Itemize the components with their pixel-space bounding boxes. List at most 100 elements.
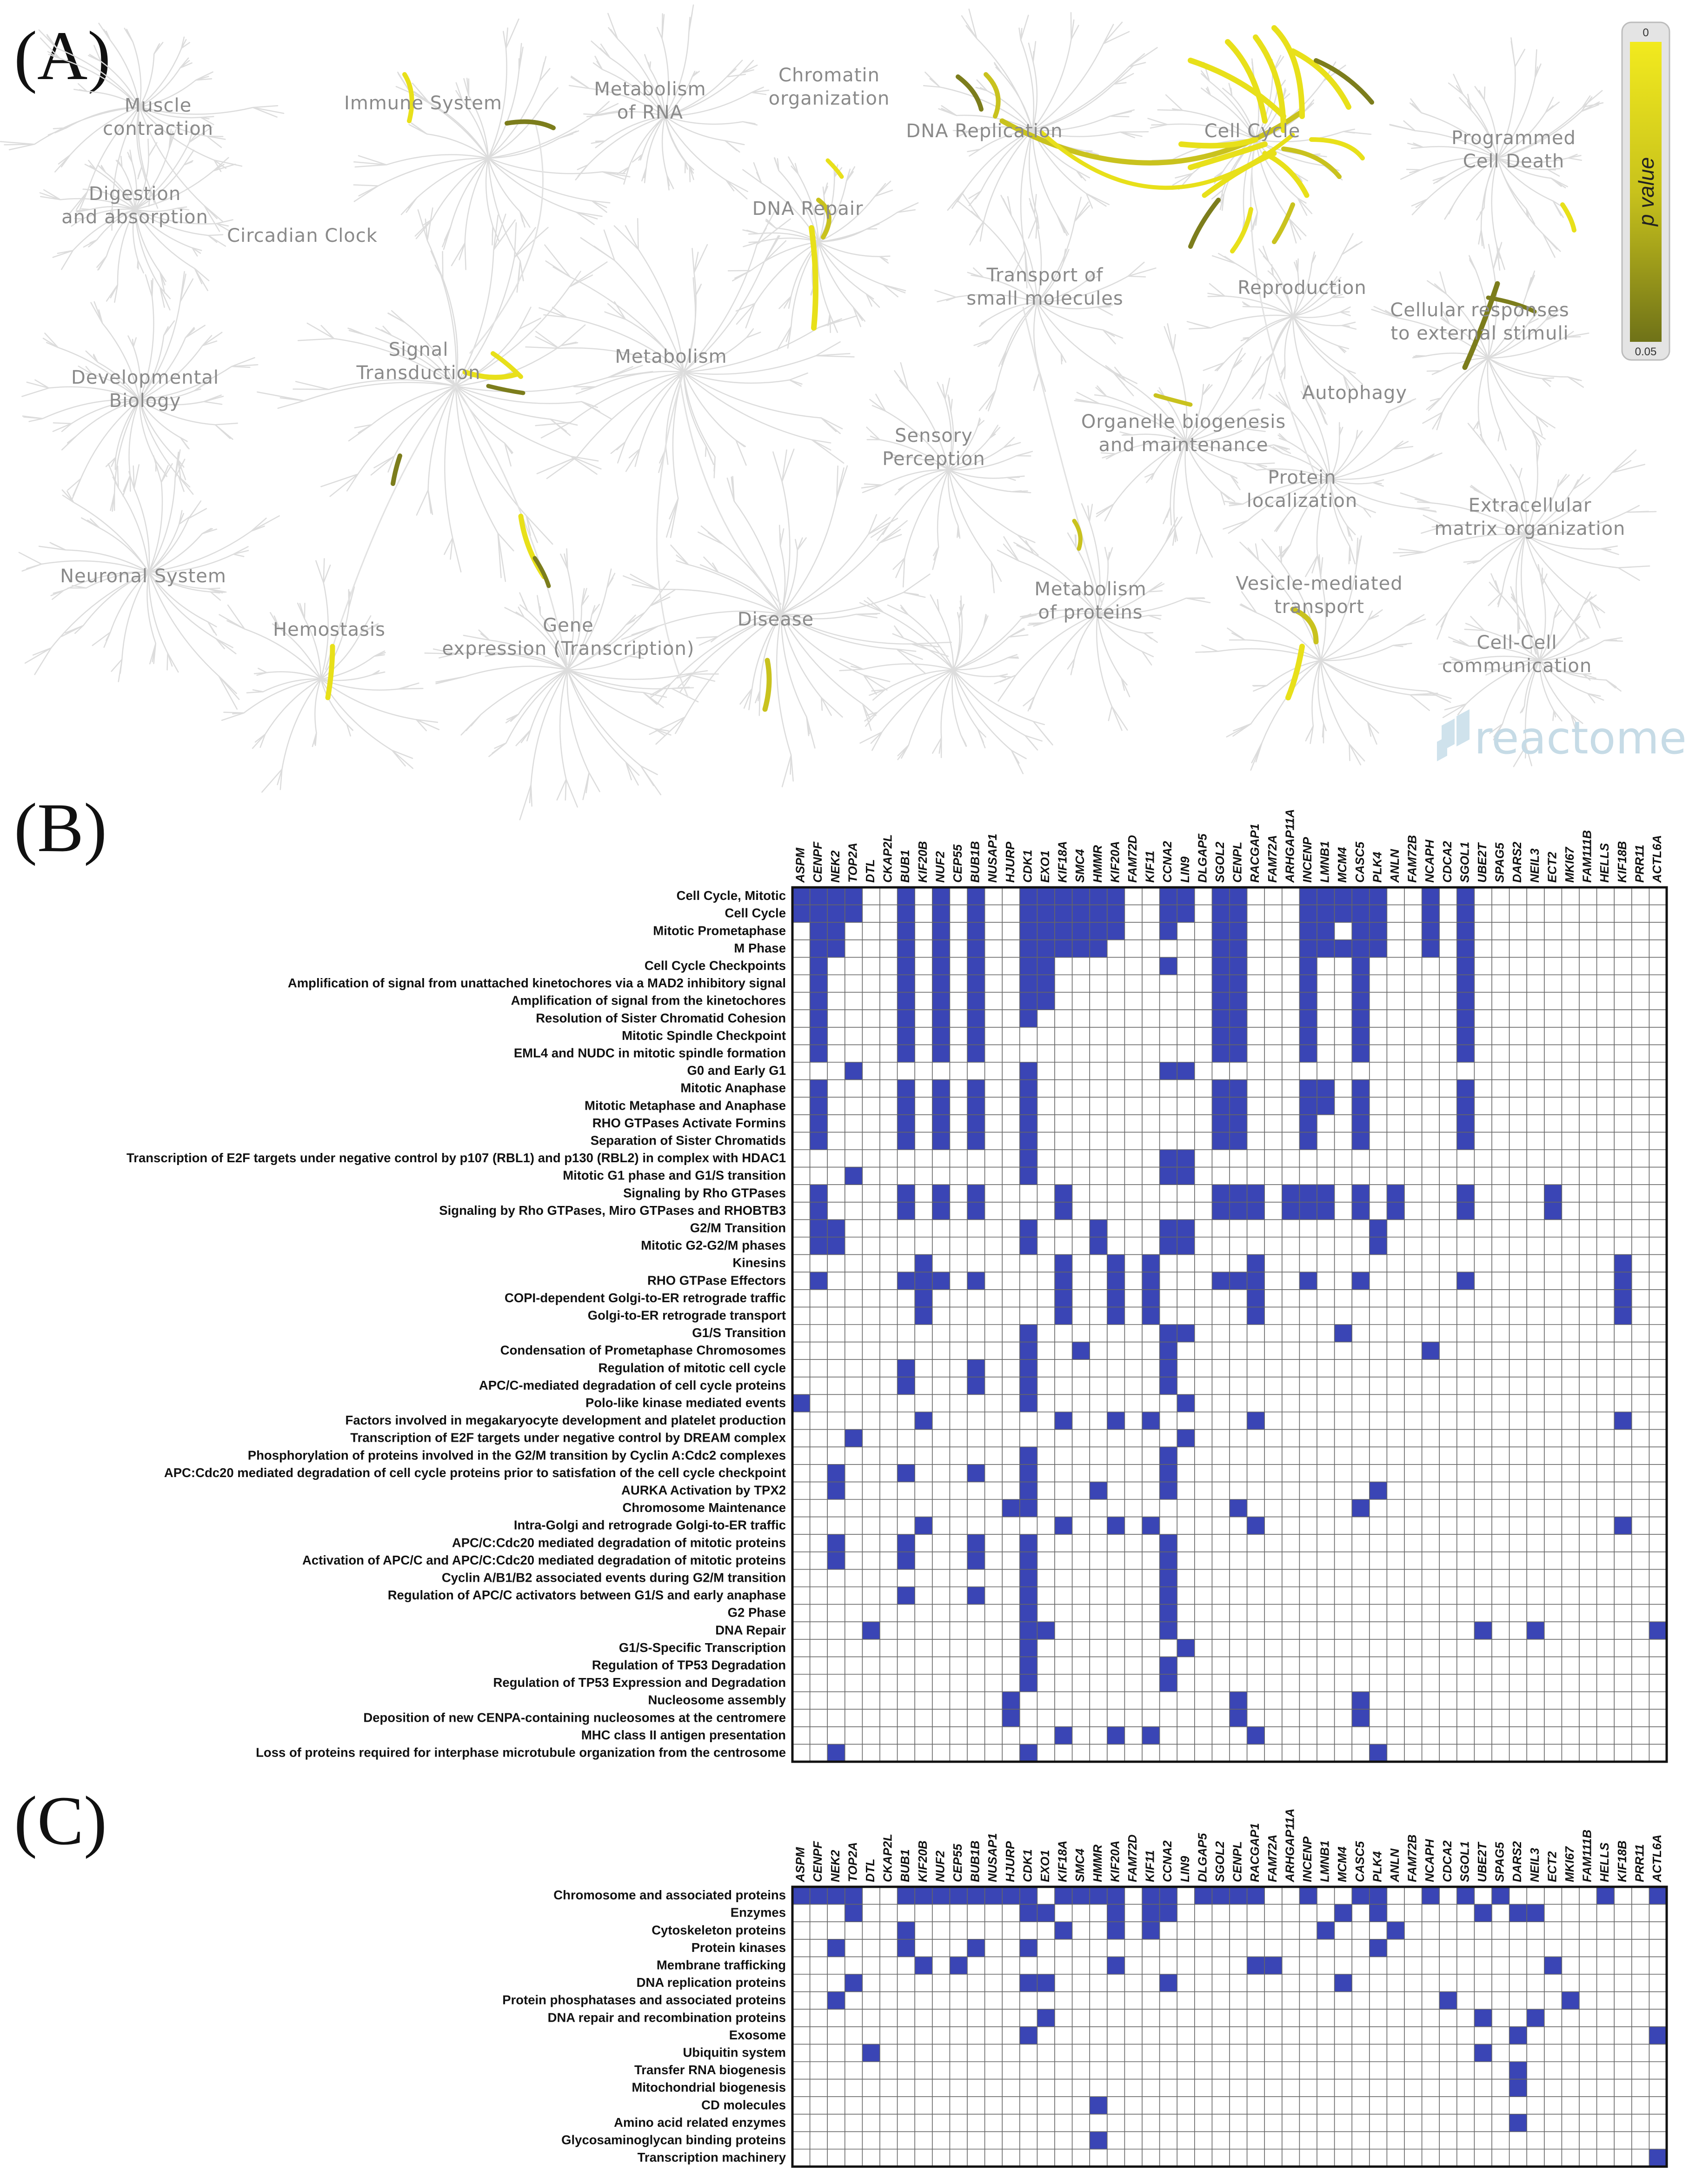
cell-golgi-to-er-retrograde-transport-kif11 (1142, 1307, 1160, 1325)
row-label-glycosaminoglycan-binding-proteins: Glycosaminoglycan binding proteins (561, 2132, 786, 2147)
cell-eml4-and-nudc-in-mitotic-spindle-formati-bub1 (897, 1045, 915, 1062)
cell-signaling-by-rho-gtpases-miro-gtpases-an-bub1b (967, 1202, 985, 1220)
pathway-tree-25 (1186, 233, 1363, 426)
category-label-metabolism-of-proteins: Metabolism of proteins (1034, 579, 1146, 623)
pathway-tree-17 (1195, 535, 1452, 771)
pathway-tree-18 (1371, 242, 1589, 451)
pathway-tree-22 (1074, 323, 1291, 558)
cell-apc-c-cdc20-mediated-degradation-of-mito-bub1b (967, 1534, 985, 1552)
cell-chromosome-and-associated-proteins-hells (1596, 1887, 1615, 1904)
cell-regulation-of-tp53-degradation-ccna2 (1159, 1657, 1177, 1674)
cell-signaling-by-rho-gtpases-bub1 (897, 1185, 915, 1202)
panel-c-grid (791, 1885, 1668, 2168)
cell-separation-of-sister-chromatids-cenpf (810, 1132, 828, 1150)
cell-cell-cycle-mitotic-incenp (1299, 887, 1317, 905)
gene-label-dtl: DTL (863, 1858, 877, 1882)
enriched-pathway-27 (1486, 295, 1537, 314)
gene-label-ect2: ECT2 (1545, 1851, 1559, 1882)
gene-label-aspm: ASPM (793, 1847, 807, 1883)
row-label-enzymes: Enzymes (731, 1905, 786, 1920)
cell-cell-cycle-mitotic-hmmr (1090, 887, 1107, 905)
cell-regulation-of-mitotic-cell-cycle-ccna2 (1159, 1359, 1177, 1377)
cell-rho-gtpases-activate-formins-sgol2 (1212, 1114, 1230, 1132)
legend-title: p value (1634, 157, 1658, 227)
category-label-chromatin-organization: Chromatin organization (769, 65, 890, 109)
row-label-amplification-of-signal-from-unattached-kinetochores-via-a-mad2-inhibitory-signal: Amplification of signal from unattached … (288, 976, 786, 990)
cell-resolution-of-sister-chromatid-cohesion-bub1b (967, 1010, 985, 1027)
cell-cell-cycle-sgol1 (1456, 905, 1475, 923)
gene-label-dlgap5: DLGAP5 (1195, 1833, 1209, 1882)
gene-label-aspm: ASPM (793, 847, 807, 883)
cell-cell-cycle-nuf2 (932, 905, 950, 923)
cell-apc-cdc20-mediated-degradation-of-cell-c-ccna2 (1159, 1464, 1177, 1482)
cell-mitotic-metaphase-and-anaphase-sgol1 (1456, 1097, 1475, 1115)
cell-mitotic-g2-g2-m-phases-cdk1 (1019, 1237, 1037, 1255)
cell-dna-repair-cdk1 (1019, 1622, 1037, 1639)
cell-kinesins-kif18b (1614, 1254, 1632, 1272)
cell-cell-cycle-exo1 (1037, 905, 1055, 923)
row-label-m-phase: M Phase (734, 941, 786, 955)
gene-label-fam72a: FAM72A (1265, 835, 1279, 883)
pathway-tree-6 (1389, 37, 1604, 271)
cell-dna-repair-ccna2 (1159, 1622, 1177, 1639)
cell-cell-cycle-mitotic-aspm (792, 887, 810, 905)
cell-mitotic-g1-phase-and-g1-s-transition-top2a (844, 1167, 863, 1185)
cell-cell-cycle-mitotic-plk4 (1369, 887, 1387, 905)
cell-mitotic-prometaphase-kif20a (1107, 922, 1125, 940)
cell-chromosome-and-associated-proteins-bub1 (897, 1887, 915, 1904)
row-label-g2-m-transition: G2/M Transition (690, 1220, 786, 1235)
cell-glycosaminoglycan-binding-proteins-hmmr (1090, 2131, 1107, 2149)
enriched-pathway-19 (1188, 198, 1221, 249)
cell-chromosome-maintenance-cenpl (1230, 1499, 1247, 1517)
cell-cell-cycle-mitotic-exo1 (1037, 887, 1055, 905)
gene-label-nusap1: NUSAP1 (985, 834, 999, 883)
cell-mitotic-anaphase-bub1 (897, 1079, 915, 1098)
cell-polo-like-kinase-mediated-events-aspm (792, 1394, 810, 1412)
cell-aurka-activation-by-tpx2-ccna2 (1159, 1482, 1177, 1499)
gene-label-top2a: TOP2A (845, 843, 859, 883)
cell-mitotic-anaphase-casc5 (1352, 1079, 1370, 1098)
cell-m-phase-nuf2 (932, 939, 950, 958)
cell-factors-involved-in-megakaryocyte-develo-kif11 (1142, 1412, 1160, 1430)
row-label-golgi-to-er-retrograde-transport: Golgi-to-ER retrograde transport (588, 1308, 786, 1322)
row-label-rho-gtpase-effectors: RHO GTPase Effectors (647, 1273, 786, 1287)
cell-chromosome-and-associated-proteins-ccna2 (1159, 1887, 1177, 1904)
cell-enzymes-kif20a (1107, 1904, 1125, 1922)
cell-cell-cycle-mitotic-cenpf (810, 887, 828, 905)
cell-mitotic-g2-g2-m-phases-lin9 (1177, 1237, 1195, 1255)
gene-label-actl6a: ACTL6A (1650, 835, 1664, 883)
cell-chromosome-maintenance-cdk1 (1019, 1499, 1037, 1517)
cell-mitotic-anaphase-sgol1 (1456, 1079, 1475, 1098)
row-label-dna-repair: DNA Repair (715, 1623, 786, 1637)
cell-apc-cdc20-mediated-degradation-of-cell-c-bub1 (897, 1464, 915, 1482)
gene-label-kif18b: KIF18B (1615, 841, 1629, 883)
gene-label-bub1b: BUB1B (968, 1840, 982, 1882)
cell-dna-repair-ube2t (1474, 1622, 1492, 1639)
enriched-pathway-7 (1188, 58, 1286, 119)
cell-mitotic-metaphase-and-anaphase-sgol2 (1212, 1097, 1230, 1115)
cell-apc-cdc20-mediated-degradation-of-cell-c-bub1b (967, 1464, 985, 1482)
cell-kinesins-racgap1 (1247, 1254, 1265, 1272)
row-label-separation-of-sister-chromatids: Separation of Sister Chromatids (591, 1133, 786, 1147)
cell-activation-of-apc-c-and-apc-c-cdc20-medi-cdk1 (1019, 1551, 1037, 1570)
watermark-text: reactome (1474, 712, 1687, 764)
pathway-tree-14 (219, 558, 440, 793)
category-label-metabolism: Metabolism (615, 346, 727, 367)
cell-nucleosome-assembly-cenpl (1230, 1691, 1247, 1710)
row-label-chromosome-and-associated-proteins: Chromosome and associated proteins (553, 1888, 786, 1902)
cell-cell-cycle-mitotic-kif20a (1107, 887, 1125, 905)
cell-enzymes-plk4 (1369, 1904, 1387, 1922)
cell-cyclin-a-b1-b2-associated-events-during--cdk1 (1019, 1569, 1037, 1587)
cell-m-phase-sgol2 (1212, 939, 1230, 958)
gene-label-nek2: NEK2 (828, 1850, 842, 1882)
cell-phosphorylation-of-proteins-involved-in--ccna2 (1159, 1447, 1177, 1465)
cell-chromosome-maintenance-casc5 (1352, 1499, 1370, 1517)
cell-signaling-by-rho-gtpases-miro-gtpases-an-casc5 (1352, 1202, 1370, 1220)
cell-chromosome-and-associated-proteins-smc4 (1072, 1887, 1090, 1904)
cell-signaling-by-rho-gtpases-sgol1 (1456, 1185, 1475, 1202)
cell-regulation-of-apc-c-activators-between-g-bub1b (967, 1587, 985, 1605)
gene-label-nuf2: NUF2 (933, 851, 947, 883)
cell-apc-c-mediated-degradation-of-cell-cycle-bub1b (967, 1377, 985, 1395)
category-label-developmental-biology: Developmental Biology (71, 367, 219, 412)
